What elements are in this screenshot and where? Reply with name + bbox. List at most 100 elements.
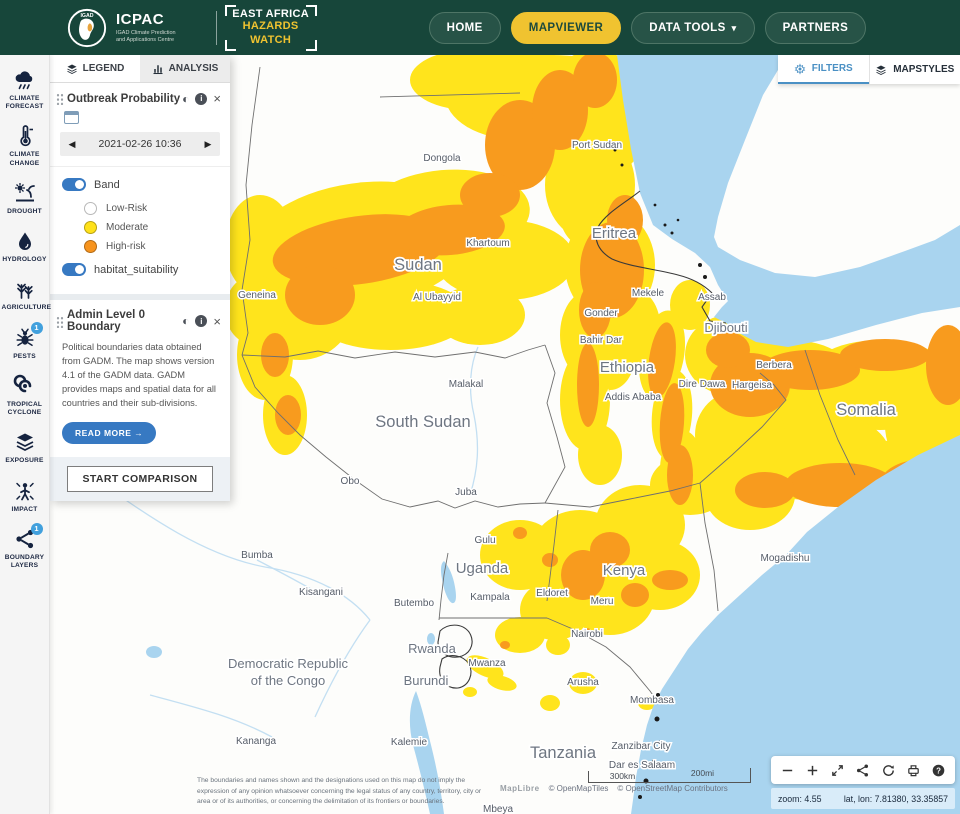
map-label: Khartoum (466, 238, 509, 249)
opacity-icon[interactable]: ◐ (182, 91, 190, 106)
hazard-map[interactable]: Dongola Port Sudan Khartoum Sudan Eritrea Gen… (50, 50, 960, 814)
maplibre-logo[interactable]: MapLibre (500, 784, 540, 793)
icpac-logo[interactable]: IGAD ICPAC IGAD Climate Prediction and A… (66, 7, 176, 49)
separator (50, 166, 230, 167)
map-canvas[interactable]: Dongola Port Sudan Khartoum Sudan Eritrea Gen… (50, 50, 960, 814)
zoom-level: zoom: 4.55 (778, 793, 822, 804)
fullscreen-button[interactable] (828, 760, 848, 780)
info-icon[interactable]: i (195, 92, 208, 105)
sea (617, 55, 960, 814)
map-label: Kalemie (391, 737, 428, 748)
scale-mi: 200mi (655, 768, 751, 783)
map-controls: ? zoom: 4.55 lat, lon: 7.81380, 33.35857 (771, 756, 955, 809)
sidebar-item-impact[interactable]: IMPACT (0, 472, 50, 520)
nav-mapviewer[interactable]: MAPVIEWER (510, 11, 622, 44)
sidebar-item-drought[interactable]: DROUGHT (0, 174, 50, 222)
info-icon[interactable]: i (195, 315, 208, 327)
filters-button[interactable]: FILTERS (778, 55, 869, 84)
map-label: Zanzibar City (612, 741, 671, 752)
svg-text:?: ? (936, 766, 941, 775)
read-more-button[interactable]: READ MORE → (62, 421, 157, 444)
band-item-moderate: Moderate (84, 218, 230, 237)
map-label: Mbeya (483, 804, 513, 814)
bracket-corner (224, 4, 236, 16)
map-label: Djibouti (704, 320, 747, 335)
map-label: Port Sudan (572, 140, 622, 151)
map-toolbar-buttons: ? (771, 756, 955, 784)
map-label: Kenya (603, 562, 646, 579)
map-toolbar: FILTERS MAPSTYLES (778, 55, 960, 84)
sidebar-item-label: CLIMATE CHANGE (9, 151, 40, 167)
map-label: Gonder (584, 308, 618, 319)
nav-home[interactable]: HOME (428, 11, 501, 44)
opacity-icon[interactable]: ◐ (182, 314, 190, 328)
notification-badge: 1 (30, 321, 43, 334)
app-title[interactable]: EAST AFRICA HAZARDS WATCH (224, 4, 317, 51)
calendar-icon[interactable] (64, 111, 79, 124)
bracket-corner (305, 39, 317, 51)
sidebar-item-agriculture[interactable]: AGRICULTURE (0, 270, 51, 318)
map-disclaimer: The boundaries and names shown and the d… (197, 777, 482, 806)
band-item-low-risk: Low-Risk (84, 199, 230, 218)
sidebar-item-label: DROUGHT (7, 207, 42, 215)
map-label: Geneina (238, 290, 276, 301)
person-impact-icon (13, 479, 37, 503)
zoom-out-button[interactable] (778, 760, 798, 780)
attribution-osm[interactable]: © OpenStreetMap Contributors (617, 784, 728, 793)
cyclone-icon (13, 374, 37, 398)
title-line2: HAZARDS (242, 20, 299, 33)
map-label: Nairobi (571, 629, 603, 640)
date-prev-button[interactable]: ◀ (68, 138, 76, 149)
drag-handle-icon[interactable] (56, 92, 64, 105)
close-icon[interactable]: × (213, 91, 221, 106)
tab-analysis[interactable]: ANALYSIS (140, 55, 230, 82)
close-icon[interactable]: × (213, 313, 221, 329)
gear-icon (794, 62, 806, 75)
map-label: Arusha (567, 677, 599, 688)
latlon-readout: lat, lon: 7.81380, 33.35857 (843, 793, 948, 804)
sidebar-item-hydrology[interactable]: HYDROLOGY (0, 222, 50, 270)
sidebar-item-exposure[interactable]: EXPOSURE (0, 423, 50, 471)
drag-handle-icon[interactable] (56, 314, 64, 328)
tab-legend[interactable]: LEGEND (50, 55, 140, 82)
thermometer-icon (13, 124, 37, 148)
habitat-suitability-toggle[interactable] (62, 263, 86, 276)
map-label: Assab (698, 292, 726, 303)
refresh-button[interactable] (878, 760, 898, 780)
map-label: Bahir Dar (580, 335, 623, 346)
sidebar-item-tropical-cyclone[interactable]: TROPICAL CYCLONE (0, 367, 50, 423)
sidebar-item-label: PESTS (13, 352, 36, 360)
map-label: Somalia (836, 401, 896, 419)
map-label: Berbera (756, 360, 792, 371)
map-label: Rwanda (408, 641, 456, 656)
sidebar-item-climate-change[interactable]: CLIMATE CHANGE (0, 117, 50, 173)
map-label: Juba (455, 487, 477, 498)
band-toggle[interactable] (62, 178, 86, 191)
nav-partners[interactable]: PARTNERS (764, 11, 867, 44)
sidebar-item-climate-forecast[interactable]: CLIMATE FORECAST (0, 61, 50, 117)
print-button[interactable] (903, 760, 923, 780)
sidebar-item-label: TROPICAL CYCLONE (6, 400, 43, 417)
title-line1: EAST AFRICA (232, 8, 310, 21)
help-button[interactable]: ? (928, 760, 948, 780)
attribution-openmaptiles[interactable]: © OpenMapTiles (548, 784, 609, 793)
band-label: Band (94, 178, 120, 191)
map-attribution: MapLibre © OpenMapTiles © OpenStreetMap … (500, 784, 728, 793)
date-next-button[interactable]: ▶ (204, 138, 212, 149)
svg-text:IGAD: IGAD (80, 13, 93, 19)
zoom-in-button[interactable] (803, 760, 823, 780)
sidebar-item-pests[interactable]: 1 PESTS (0, 319, 50, 367)
map-label: Mekele (632, 288, 665, 299)
mapstyles-button[interactable]: MAPSTYLES (868, 55, 960, 84)
map-label: Ethiopia (600, 359, 655, 376)
habitat-suitability-label: habitat_suitability (94, 263, 179, 276)
start-comparison-button[interactable]: START COMPARISON (67, 465, 213, 492)
layers-icon (876, 65, 886, 75)
share-button[interactable] (853, 760, 873, 780)
nav-data-tools[interactable]: DATA TOOLS ▾ (631, 11, 755, 44)
map-label: of the Congo (251, 673, 325, 688)
map-label: Mogadishu (761, 553, 810, 564)
sidebar-item-boundary-layers[interactable]: 1 BOUNDARY LAYERS (0, 520, 50, 576)
water-drop-icon (13, 229, 37, 253)
